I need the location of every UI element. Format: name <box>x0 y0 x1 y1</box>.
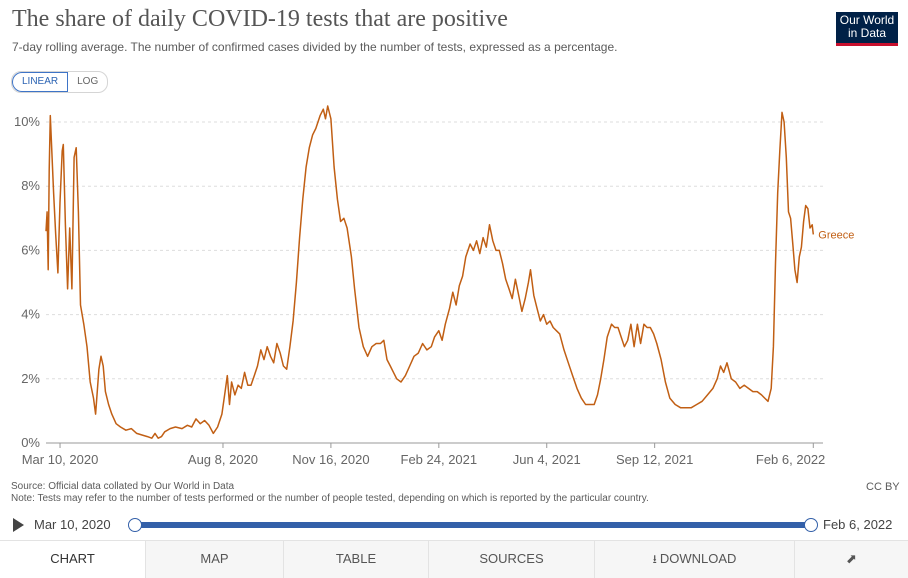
x-tick-label: Jun 4, 2021 <box>513 452 581 467</box>
y-tick-label: 2% <box>21 371 40 386</box>
footnote: Note: Tests may refer to the number of t… <box>11 493 649 504</box>
chart-subtitle: 7-day rolling average. The number of con… <box>12 40 618 54</box>
tab-sources[interactable]: SOURCES <box>428 541 594 578</box>
tab-bar: CHART MAP TABLE SOURCES ⭳ DOWNLOAD ⬈ <box>0 540 908 578</box>
y-tick-label: 6% <box>21 242 40 257</box>
line-chart: 0% 2% 4% 6% 8% 10% Mar 10, 2020 Aug 8, 2020 Nov … <box>14 105 854 467</box>
tab-chart[interactable]: CHART <box>0 541 145 578</box>
chart-title: The share of daily COVID-19 tests that a… <box>12 6 508 32</box>
tab-map[interactable]: MAP <box>145 541 283 578</box>
y-tick-label: 4% <box>21 307 40 322</box>
license-link[interactable]: CC BY <box>866 481 900 493</box>
timeline-slider: Mar 10, 2020 Feb 6, 2022 <box>0 513 908 539</box>
y-tick-label: 8% <box>21 178 40 193</box>
download-icon: ⭳ <box>652 552 657 566</box>
play-icon[interactable] <box>13 518 24 532</box>
source-note: Source: Official data collated by Our Wo… <box>11 481 649 505</box>
timeline-track[interactable] <box>134 522 810 528</box>
x-tick-label: Mar 10, 2020 <box>22 452 99 467</box>
tab-table[interactable]: TABLE <box>283 541 428 578</box>
x-tick-label: Sep 12, 2021 <box>616 452 693 467</box>
scale-toggle: LINEAR LOG <box>11 71 109 93</box>
tab-share[interactable]: ⬈ <box>794 541 908 578</box>
source-link[interactable]: Source: Official data collated by Our Wo… <box>11 481 235 492</box>
series-label: Greece <box>818 229 854 241</box>
logo-line-1: Our World <box>839 13 895 27</box>
y-tick-label: 10% <box>14 114 40 129</box>
x-tick-label: Aug 8, 2020 <box>188 452 258 467</box>
timeline-start-handle[interactable] <box>128 518 142 532</box>
logo-line-2: in Data <box>847 26 887 40</box>
timeline-end-label: Feb 6, 2022 <box>823 517 893 532</box>
owid-logo[interactable]: Our World in Data <box>836 12 898 46</box>
timeline-start-label: Mar 10, 2020 <box>34 517 111 532</box>
y-tick-label: 0% <box>21 435 40 450</box>
timeline-end-handle[interactable] <box>804 518 818 532</box>
x-tick-label: Nov 16, 2020 <box>292 452 369 467</box>
x-tick-label: Feb 24, 2021 <box>401 452 478 467</box>
series-line-greece <box>45 105 815 439</box>
share-icon: ⬈ <box>846 551 857 566</box>
tab-download[interactable]: ⭳ DOWNLOAD <box>594 541 794 578</box>
log-scale-button[interactable]: LOG <box>77 76 99 87</box>
x-tick-label: Feb 6, 2022 <box>756 452 825 467</box>
tab-download-label: DOWNLOAD <box>659 551 737 566</box>
linear-scale-button[interactable]: LINEAR <box>12 72 69 92</box>
